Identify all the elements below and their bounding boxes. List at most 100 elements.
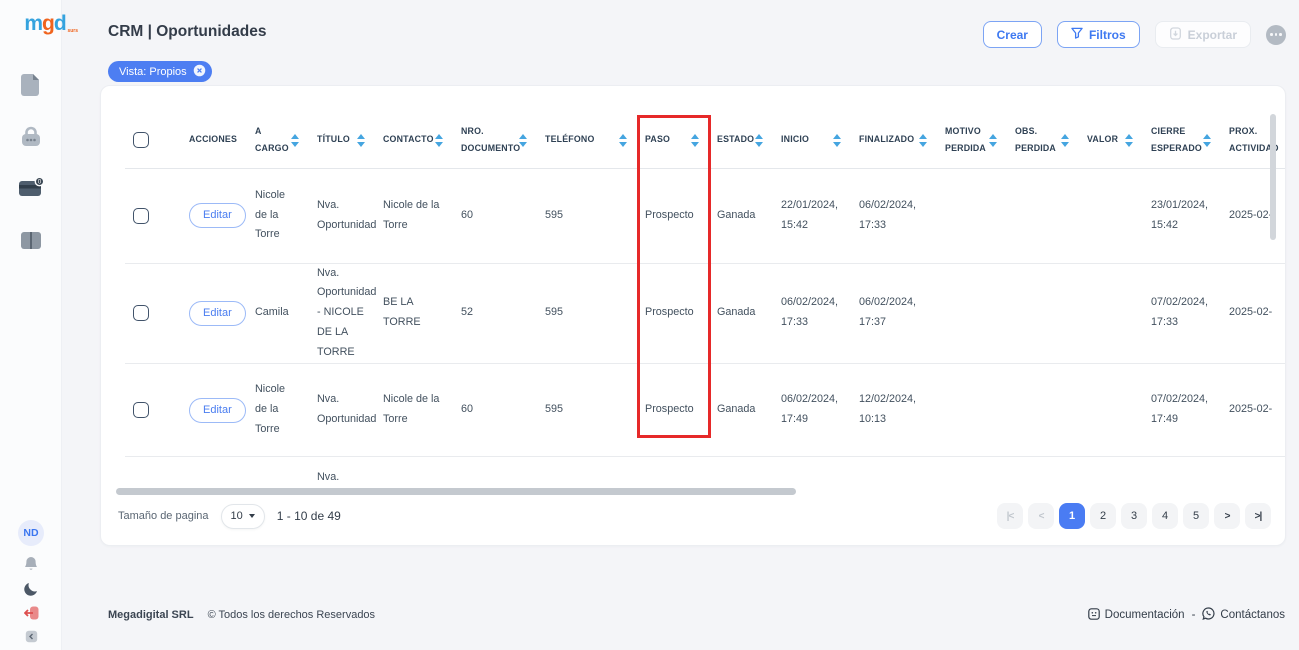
row-checkbox[interactable] [133,207,149,224]
header-valor[interactable]: VALOR [1079,113,1143,169]
logout-icon [23,606,39,625]
vertical-scrollbar[interactable] [1270,114,1276,240]
cell-finalizado: 06/02/2024, 17:37 [859,296,917,329]
notifications-button[interactable] [0,556,62,577]
documentation-icon [1087,607,1100,623]
editar-button[interactable]: Editar [189,397,246,423]
logout-button[interactable] [0,606,62,625]
whatsapp-icon [1202,607,1215,623]
filtros-button[interactable]: Filtros [1056,21,1140,48]
dark-mode-toggle[interactable] [0,582,62,601]
table-row-partial: Nva. [125,457,1285,489]
pagination-range: 1 - 10 de 49 [276,509,341,523]
filter-chip-label: Vista: Propios [119,65,187,78]
cell-cierre-esperado: 07/02/2024, 17:33 [1151,296,1209,329]
sidebar-item-crm-active[interactable]: 0 [0,176,62,203]
header-cierre-esperado[interactable]: CIERRE ESPERADO [1143,113,1221,169]
opportunities-table: ACCIONES A CARGO TÍTULO CONTACTO NRO. DO… [125,113,1285,489]
table-row: Editar Camila Nva. Oportunidad - NICOLE … [125,263,1285,364]
sidebar-item-security[interactable] [0,126,62,152]
cell-nro-documento: 60 [461,208,474,221]
cell-paso: Prospecto [645,403,694,416]
sort-icons [1125,134,1133,147]
cell-contacto: Nicole de la Torre [383,198,440,231]
collapse-icon [25,630,38,648]
more-options-button[interactable] [1266,24,1286,45]
header-motivo-perdida[interactable]: MOTIVO PERDIDA [937,113,1007,169]
header-inicio[interactable]: INICIO [773,113,851,169]
cell-titulo: Nva. Oportunidad - NICOLE DE LA TORRE [317,266,377,359]
last-page-button[interactable]: >| [1245,503,1271,529]
cell-titulo: Nva. [317,471,340,484]
crear-button[interactable]: Crear [982,21,1042,48]
page-footer: Megadigital SRL © Todos los derechos Res… [108,607,1285,623]
page-size-value: 10 [230,510,243,522]
contact-link[interactable]: Contáctanos [1202,607,1285,623]
sort-icons [989,134,997,147]
logo-subtext: surs [67,28,78,34]
header-contacto[interactable]: CONTACTO [375,113,453,169]
page-button-3[interactable]: 3 [1121,503,1147,529]
footer-company: Megadigital SRL [108,609,194,621]
cell-finalizado: 12/02/2024, 10:13 [859,393,917,426]
document-icon [20,72,42,101]
cell-nro-documento: 52 [461,306,474,319]
next-page-button[interactable]: > [1214,503,1240,529]
cell-estado: Ganada [717,403,756,416]
cell-prox-actividad: 2025-02- [1229,403,1273,416]
ellipsis-icon [1270,33,1273,36]
header-a-cargo[interactable]: A CARGO [247,113,309,169]
page-button-5[interactable]: 5 [1183,503,1209,529]
cell-inicio: 06/02/2024, 17:49 [781,393,839,426]
exportar-button[interactable]: Exportar [1154,21,1251,48]
documentation-link[interactable]: Documentación [1087,607,1185,623]
header-titulo[interactable]: TÍTULO [309,113,375,169]
select-all-checkbox[interactable] [133,132,149,149]
header-estado[interactable]: ESTADO [709,113,773,169]
header-obs-perdida[interactable]: OBS. PERDIDA [1007,113,1079,169]
chip-close-icon[interactable] [193,64,206,80]
sort-icons [291,134,299,147]
header-finalizado[interactable]: FINALIZADO [851,113,937,169]
header-paso[interactable]: PASO [637,113,709,169]
cell-titulo: Nva. Oportunidad [317,198,377,231]
header-acciones: ACCIONES [181,113,247,169]
page-button-1[interactable]: 1 [1059,503,1085,529]
prev-page-button[interactable]: < [1028,503,1054,529]
sort-icons [357,134,365,147]
editar-button[interactable]: Editar [189,300,246,327]
opportunities-table-card: ACCIONES A CARGO TÍTULO CONTACTO NRO. DO… [100,85,1286,546]
page-buttons: |< < 1 2 3 4 5 > >| [997,503,1271,529]
page-title: CRM | Oportunidades [108,23,267,40]
logo-letter-m: m [24,12,43,35]
cell-finalizado: 06/02/2024, 17:33 [859,198,917,231]
user-avatar[interactable]: ND [0,520,62,546]
export-icon [1169,26,1182,43]
moon-icon [24,582,38,601]
page-button-4[interactable]: 4 [1152,503,1178,529]
collapse-sidebar-button[interactable] [0,630,62,648]
cell-telefono: 595 [545,208,564,221]
credit-card-icon: 0 [18,176,45,203]
page-button-2[interactable]: 2 [1090,503,1116,529]
bell-icon [24,556,38,577]
filtros-button-label: Filtros [1088,27,1126,42]
page-size-select[interactable]: 10 [220,503,265,529]
book-icon [19,231,43,255]
header-telefono[interactable]: TELÉFONO [537,113,637,169]
editar-button[interactable]: Editar [189,202,246,229]
cell-prox-actividad: 2025-02- [1229,208,1273,221]
first-page-button[interactable]: |< [997,503,1023,529]
footer-rights: © Todos los derechos Reservados [207,609,376,621]
sidebar-item-documents[interactable] [0,72,62,101]
cell-paso: Prospecto [645,306,694,319]
header-nro-documento[interactable]: NRO. DOCUMENTO [453,113,537,169]
horizontal-scrollbar[interactable] [116,488,796,495]
sidebar-item-catalog[interactable] [0,231,62,255]
row-checkbox[interactable] [133,305,149,322]
table-scroll-area: ACCIONES A CARGO TÍTULO CONTACTO NRO. DO… [101,113,1285,489]
table-row: Editar Nicole de la Torre Nva. Oportunid… [125,364,1285,457]
row-checkbox[interactable] [133,402,149,419]
